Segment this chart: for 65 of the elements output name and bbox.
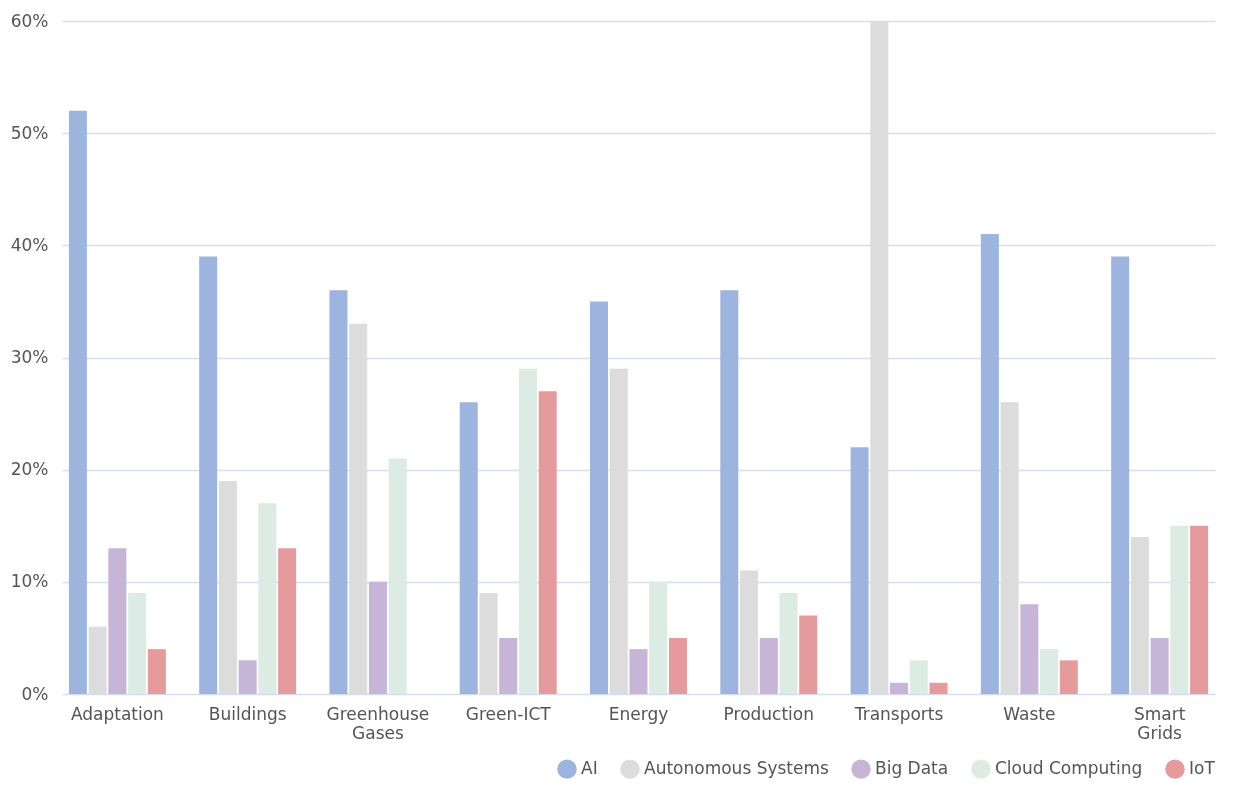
x-tick-label: Energy xyxy=(608,703,669,724)
bar xyxy=(740,570,759,694)
bar xyxy=(609,368,628,694)
bar xyxy=(799,615,818,694)
bar xyxy=(1150,637,1169,694)
bar xyxy=(629,649,648,694)
bar xyxy=(1040,649,1059,694)
y-tick-label: 20% xyxy=(10,459,49,480)
bar xyxy=(388,458,407,694)
y-tick-label: 50% xyxy=(10,122,49,143)
bar xyxy=(980,234,999,694)
legend-label: Autonomous Systems xyxy=(644,758,830,779)
x-tick-label: Smart Grids xyxy=(1133,703,1186,743)
bar xyxy=(1130,536,1149,694)
bar xyxy=(779,593,798,694)
bar xyxy=(108,548,127,694)
bar xyxy=(329,290,348,694)
bar xyxy=(1020,604,1039,694)
bar xyxy=(870,21,889,694)
bar xyxy=(518,368,537,694)
y-tick-label: 40% xyxy=(10,234,49,255)
bar xyxy=(720,290,739,694)
bar xyxy=(128,593,147,694)
bar xyxy=(649,581,668,694)
bar xyxy=(759,637,778,694)
bar xyxy=(258,503,277,694)
bar xyxy=(88,626,107,694)
bar xyxy=(1170,525,1189,694)
bar xyxy=(349,323,368,694)
x-tick-label: Green-ICT xyxy=(465,703,552,724)
bar xyxy=(68,110,87,694)
bar xyxy=(499,637,518,694)
y-tick-label: 30% xyxy=(10,347,49,367)
x-tick-label: Transports xyxy=(853,703,944,724)
x-tick-label: Waste xyxy=(1003,703,1056,724)
legend-label: Big Data xyxy=(875,758,949,779)
bar xyxy=(909,660,928,694)
bar xyxy=(459,402,478,694)
bar xyxy=(1059,660,1078,694)
bar xyxy=(1111,256,1130,694)
bar xyxy=(1190,525,1209,694)
bar xyxy=(368,581,387,694)
x-tick-label: Adaptation xyxy=(70,703,164,724)
x-tick-label: Greenhouse Gases xyxy=(326,703,430,743)
bar xyxy=(278,548,297,694)
bar xyxy=(1000,402,1019,694)
bar xyxy=(199,256,218,694)
bar xyxy=(147,649,166,694)
bar xyxy=(668,637,687,694)
bar xyxy=(218,480,237,694)
bar xyxy=(850,447,869,694)
bar xyxy=(590,301,609,694)
legend-label: AI xyxy=(581,758,598,779)
bar xyxy=(929,682,948,694)
x-tick-label: Buildings xyxy=(208,703,287,724)
y-tick-label: 60% xyxy=(10,10,49,31)
bar xyxy=(238,660,257,694)
bar xyxy=(538,391,557,694)
x-tick-label: Production xyxy=(723,703,815,724)
legend-label: IoT xyxy=(1189,758,1216,779)
bar xyxy=(890,682,909,694)
legend-label: Cloud Computing xyxy=(995,758,1143,779)
bar xyxy=(479,593,498,694)
y-tick-label: 0% xyxy=(21,683,49,704)
y-tick-label: 10% xyxy=(10,571,49,592)
